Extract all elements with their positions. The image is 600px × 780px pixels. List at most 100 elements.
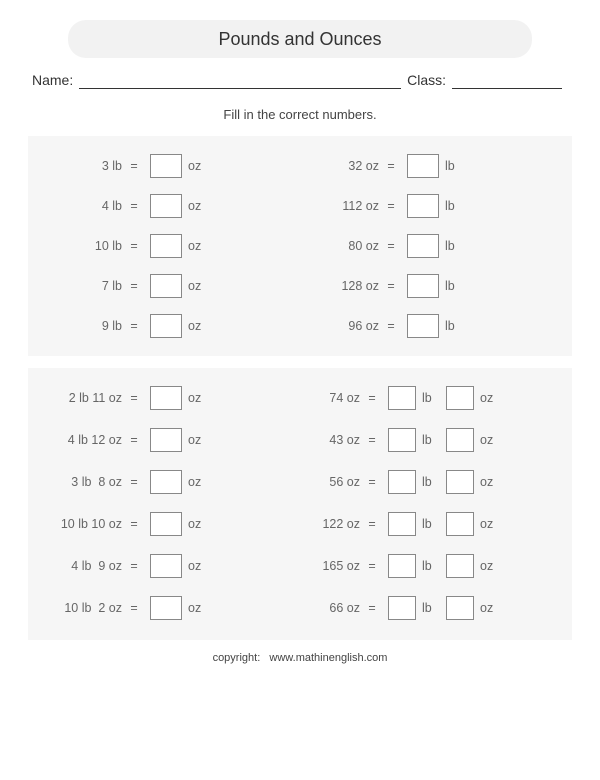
answer-box[interactable] (407, 314, 439, 338)
answer-unit-lb: lb (420, 433, 442, 447)
given-value: 10 lb (68, 239, 122, 253)
given-value: 96 oz (325, 319, 379, 333)
answer-box-oz[interactable] (446, 512, 474, 536)
answer-unit-lb: lb (420, 517, 442, 531)
equals-sign: = (360, 601, 384, 615)
given-value: 43 oz (306, 433, 360, 447)
answer-unit: oz (186, 517, 208, 531)
answer-box[interactable] (150, 194, 182, 218)
problems-section-1: 3 lb=oz32 oz=lb4 lb=oz112 oz=lb10 lb=oz8… (28, 136, 572, 356)
problem-cell: 112 oz=lb (305, 190, 562, 222)
answer-box-lb[interactable] (388, 470, 416, 494)
given-value: 122 oz (306, 517, 360, 531)
answer-unit: oz (186, 601, 208, 615)
problem-row: 4 lb=oz112 oz=lb (38, 190, 562, 222)
answer-box[interactable] (150, 470, 182, 494)
equals-sign: = (379, 199, 403, 213)
equals-sign: = (360, 475, 384, 489)
answer-box-oz[interactable] (446, 554, 474, 578)
equals-sign: = (122, 475, 146, 489)
given-value: 4 lb (68, 199, 122, 213)
problem-cell: 43 oz=lboz (300, 424, 562, 456)
answer-unit-lb: lb (420, 559, 442, 573)
answer-box[interactable] (150, 234, 182, 258)
given-value: 10 lb 2 oz (44, 601, 122, 615)
title-pill: Pounds and Ounces (68, 20, 532, 58)
equals-sign: = (379, 319, 403, 333)
answer-unit: lb (443, 279, 465, 293)
problem-cell: 10 lb 10 oz=oz (38, 508, 300, 540)
answer-unit: oz (186, 433, 208, 447)
problem-row: 4 lb 12 oz=oz43 oz=lboz (38, 424, 562, 456)
problem-row: 10 lb 2 oz=oz66 oz=lboz (38, 592, 562, 624)
answer-unit: oz (186, 319, 208, 333)
answer-unit-lb: lb (420, 601, 442, 615)
name-class-line: Name: Class: (28, 72, 572, 93)
given-value: 4 lb 9 oz (44, 559, 122, 573)
equals-sign: = (122, 559, 146, 573)
answer-box-lb[interactable] (388, 554, 416, 578)
problem-row: 7 lb=oz128 oz=lb (38, 270, 562, 302)
equals-sign: = (360, 391, 384, 405)
answer-box[interactable] (407, 194, 439, 218)
problem-row: 4 lb 9 oz=oz165 oz=lboz (38, 550, 562, 582)
equals-sign: = (360, 433, 384, 447)
equals-sign: = (122, 279, 146, 293)
answer-unit-lb: lb (420, 475, 442, 489)
answer-box-lb[interactable] (388, 428, 416, 452)
given-value: 7 lb (68, 279, 122, 293)
given-value: 9 lb (68, 319, 122, 333)
problem-cell: 66 oz=lboz (300, 592, 562, 624)
problem-cell: 9 lb= oz (38, 310, 305, 342)
answer-unit-oz: oz (478, 559, 500, 573)
answer-box[interactable] (407, 154, 439, 178)
equals-sign: = (122, 391, 146, 405)
answer-unit: oz (186, 475, 208, 489)
answer-box-oz[interactable] (446, 428, 474, 452)
answer-box[interactable] (150, 428, 182, 452)
equals-sign: = (379, 279, 403, 293)
problem-cell: 80 oz=lb (305, 230, 562, 262)
answer-box[interactable] (150, 314, 182, 338)
answer-unit-oz: oz (478, 517, 500, 531)
equals-sign: = (379, 239, 403, 253)
problem-cell: 122 oz= lb oz (300, 508, 562, 540)
problem-cell: 10 lb 2 oz=oz (38, 592, 300, 624)
given-value: 165 oz (306, 559, 360, 573)
name-input-line[interactable] (79, 73, 401, 89)
class-input-line[interactable] (452, 73, 562, 89)
equals-sign: = (360, 517, 384, 531)
answer-unit-oz: oz (478, 391, 500, 405)
problem-cell: 4 lb 9 oz=oz (38, 550, 300, 582)
given-value: 3 lb (68, 159, 122, 173)
problem-cell: 56 oz= lb oz (300, 466, 562, 498)
equals-sign: = (122, 319, 146, 333)
answer-box[interactable] (150, 154, 182, 178)
equals-sign: = (360, 559, 384, 573)
answer-box-lb[interactable] (388, 386, 416, 410)
answer-box[interactable] (407, 274, 439, 298)
class-label: Class: (407, 72, 446, 89)
given-value: 10 lb 10 oz (44, 517, 122, 531)
page-title: Pounds and Ounces (218, 29, 381, 50)
problem-cell: 74 oz=lboz (300, 382, 562, 414)
answer-box-oz[interactable] (446, 470, 474, 494)
answer-box[interactable] (407, 234, 439, 258)
answer-box-oz[interactable] (446, 596, 474, 620)
answer-unit: oz (186, 159, 208, 173)
problem-cell: 2 lb 11 oz=oz (38, 382, 300, 414)
answer-box-oz[interactable] (446, 386, 474, 410)
answer-box-lb[interactable] (388, 512, 416, 536)
equals-sign: = (122, 239, 146, 253)
given-value: 56 oz (306, 475, 360, 489)
answer-box[interactable] (150, 554, 182, 578)
answer-box[interactable] (150, 386, 182, 410)
answer-box[interactable] (150, 512, 182, 536)
answer-unit-oz: oz (478, 475, 500, 489)
answer-box-lb[interactable] (388, 596, 416, 620)
answer-box[interactable] (150, 274, 182, 298)
problem-cell: 32 oz=lb (305, 150, 562, 182)
given-value: 112 oz (325, 199, 379, 213)
problem-cell: 3 lb=oz (38, 150, 305, 182)
answer-box[interactable] (150, 596, 182, 620)
